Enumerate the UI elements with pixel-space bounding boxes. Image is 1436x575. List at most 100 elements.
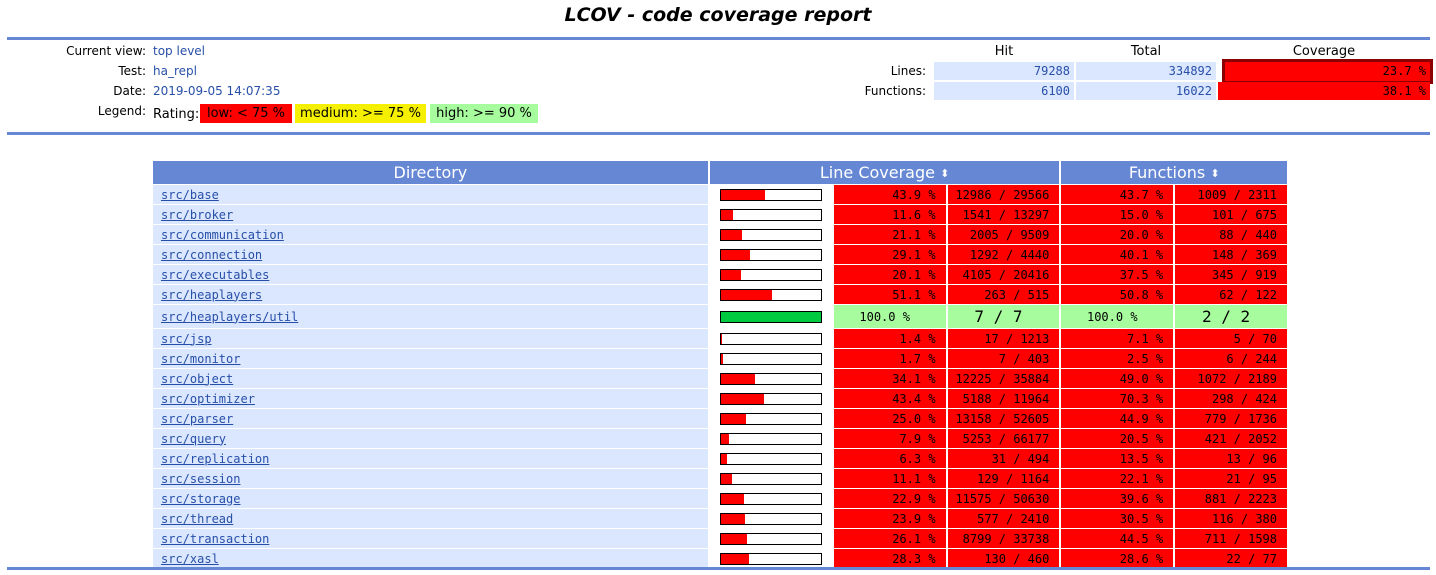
directory-cell: src/base — [153, 184, 708, 204]
summary-lines-hit: 79288 — [934, 62, 1074, 80]
line-coverage-count: 5253 / 66177 — [947, 428, 1060, 448]
line-coverage-count: 4105 / 20416 — [947, 264, 1060, 284]
line-coverage-percent: 23.9 % — [833, 508, 946, 528]
line-coverage-count: 7 / 403 — [947, 348, 1060, 368]
directory-cell: src/heaplayers — [153, 284, 708, 304]
function-coverage-count: 779 / 1736 — [1175, 408, 1287, 428]
line-coverage-percent: 11.1 % — [833, 468, 946, 488]
current-view-label: Current view: — [66, 44, 146, 58]
line-coverage-count: 263 / 515 — [947, 284, 1060, 304]
current-view-value: top level — [153, 44, 206, 58]
coverage-bar-fill — [720, 394, 764, 404]
directory-link[interactable]: src/session — [161, 471, 241, 486]
table-row: src/thread 23.9 % 577 / 2410 30.5 % 116 / 38… — [153, 508, 1287, 528]
directory-link[interactable]: src/xasl — [161, 551, 219, 566]
summary-coverage-header: Coverage — [1292, 44, 1356, 59]
test-value: ha_repl — [153, 64, 197, 78]
function-coverage-percent: 39.6 % — [1061, 488, 1174, 508]
function-coverage-percent: 100.0 % — [1061, 304, 1174, 328]
table-row: src/heaplayers 51.1 % 263 / 515 50.8 % 62 / … — [153, 284, 1287, 304]
coverage-bar — [719, 553, 822, 565]
function-coverage-percent: 7.1 % — [1061, 328, 1174, 348]
directory-link[interactable]: src/heaplayers/util — [161, 309, 299, 324]
sort-icon[interactable]: ⬍ — [940, 167, 950, 180]
rating-label: Rating: — [153, 107, 200, 122]
function-coverage-count: 298 / 424 — [1175, 388, 1287, 408]
coverage-bar-fill — [720, 230, 742, 240]
directory-link[interactable]: src/communication — [161, 227, 284, 242]
directory-cell: src/query — [153, 428, 708, 448]
directory-cell: src/storage — [153, 488, 708, 508]
directory-link[interactable]: src/storage — [161, 491, 241, 506]
directory-link[interactable]: src/thread — [161, 511, 234, 526]
summary-total-header: Total — [1130, 44, 1162, 59]
line-coverage-percent: 26.1 % — [833, 528, 946, 548]
coverage-bar-fill — [720, 434, 729, 444]
line-coverage-percent: 11.6 % — [833, 204, 946, 224]
table-row: src/connection 29.1 % 1292 / 4440 40.1 % 148… — [153, 244, 1287, 264]
directory-link[interactable]: src/object — [161, 371, 234, 386]
coverage-bar — [719, 373, 822, 385]
coverage-bar-cell — [709, 508, 832, 528]
line-coverage-percent: 29.1 % — [833, 244, 946, 264]
sort-icon[interactable]: ⬍ — [1210, 167, 1220, 180]
coverage-bar-cell — [709, 488, 832, 508]
functions-header[interactable]: Functions ⬍ — [1061, 161, 1287, 184]
coverage-bar-fill — [720, 210, 733, 220]
directory-cell: src/parser — [153, 408, 708, 428]
function-coverage-count: 6 / 244 — [1175, 348, 1287, 368]
function-coverage-percent: 13.5 % — [1061, 448, 1174, 468]
line-coverage-count: 5188 / 11964 — [947, 388, 1060, 408]
directory-link[interactable]: src/parser — [161, 411, 234, 426]
line-coverage-count: 17 / 1213 — [947, 328, 1060, 348]
function-coverage-percent: 44.5 % — [1061, 528, 1174, 548]
directory-cell: src/transaction — [153, 528, 708, 548]
function-coverage-percent: 28.6 % — [1061, 548, 1174, 568]
coverage-bar-cell — [709, 224, 832, 244]
table-row: src/monitor 1.7 % 7 / 403 2.5 % 6 / 244 — [153, 348, 1287, 368]
line-coverage-header[interactable]: Line Coverage ⬍ — [709, 161, 1060, 184]
coverage-bar — [719, 533, 822, 545]
function-coverage-count: 62 / 122 — [1175, 284, 1287, 304]
line-coverage-percent: 100.0 % — [833, 304, 946, 328]
table-row: src/optimizer 43.4 % 5188 / 11964 70.3 % 298… — [153, 388, 1287, 408]
directory-link[interactable]: src/replication — [161, 451, 270, 466]
function-coverage-count: 88 / 440 — [1175, 224, 1287, 244]
directory-cell: src/xasl — [153, 548, 708, 568]
coverage-bar-cell — [709, 304, 832, 328]
directory-link[interactable]: src/heaplayers — [161, 287, 263, 302]
directory-cell: src/executables — [153, 264, 708, 284]
coverage-bar-fill — [720, 374, 755, 384]
directory-link[interactable]: src/monitor — [161, 351, 241, 366]
coverage-bar-cell — [709, 284, 832, 304]
legend-high: high: >= 90 % — [430, 104, 538, 123]
coverage-bar-cell — [709, 184, 832, 204]
line-coverage-percent: 1.4 % — [833, 328, 946, 348]
coverage-table: Directory Line Coverage ⬍ Functions ⬍ sr… — [151, 161, 1289, 568]
directory-link[interactable]: src/connection — [161, 247, 263, 262]
line-coverage-count: 12225 / 35884 — [947, 368, 1060, 388]
coverage-bar — [719, 269, 822, 281]
directory-link[interactable]: src/executables — [161, 267, 270, 282]
legend-low: low: < 75 % — [200, 104, 292, 123]
coverage-bar-fill — [720, 190, 765, 200]
coverage-bar-fill — [720, 290, 772, 300]
function-coverage-percent: 20.0 % — [1061, 224, 1174, 244]
legend-medium: medium: >= 75 % — [295, 104, 426, 123]
coverage-bar-cell — [709, 328, 832, 348]
table-row: src/communication 21.1 % 2005 / 9509 20.0 %… — [153, 224, 1287, 244]
directory-link[interactable]: src/jsp — [161, 331, 212, 346]
coverage-bar-fill — [720, 354, 723, 364]
directory-link[interactable]: src/broker — [161, 207, 234, 222]
directory-header: Directory — [153, 161, 708, 184]
date-label: Date: — [113, 84, 146, 98]
directory-link[interactable]: src/transaction — [161, 531, 270, 546]
coverage-bar-fill — [720, 250, 750, 260]
directory-link[interactable]: src/optimizer — [161, 391, 255, 406]
line-coverage-percent: 21.1 % — [833, 224, 946, 244]
directory-link[interactable]: src/base — [161, 187, 219, 202]
directory-link[interactable]: src/query — [161, 431, 227, 446]
summary-functions-hit: 6100 — [934, 82, 1074, 100]
coverage-bar — [719, 493, 822, 505]
function-coverage-count: 1009 / 2311 — [1175, 184, 1287, 204]
